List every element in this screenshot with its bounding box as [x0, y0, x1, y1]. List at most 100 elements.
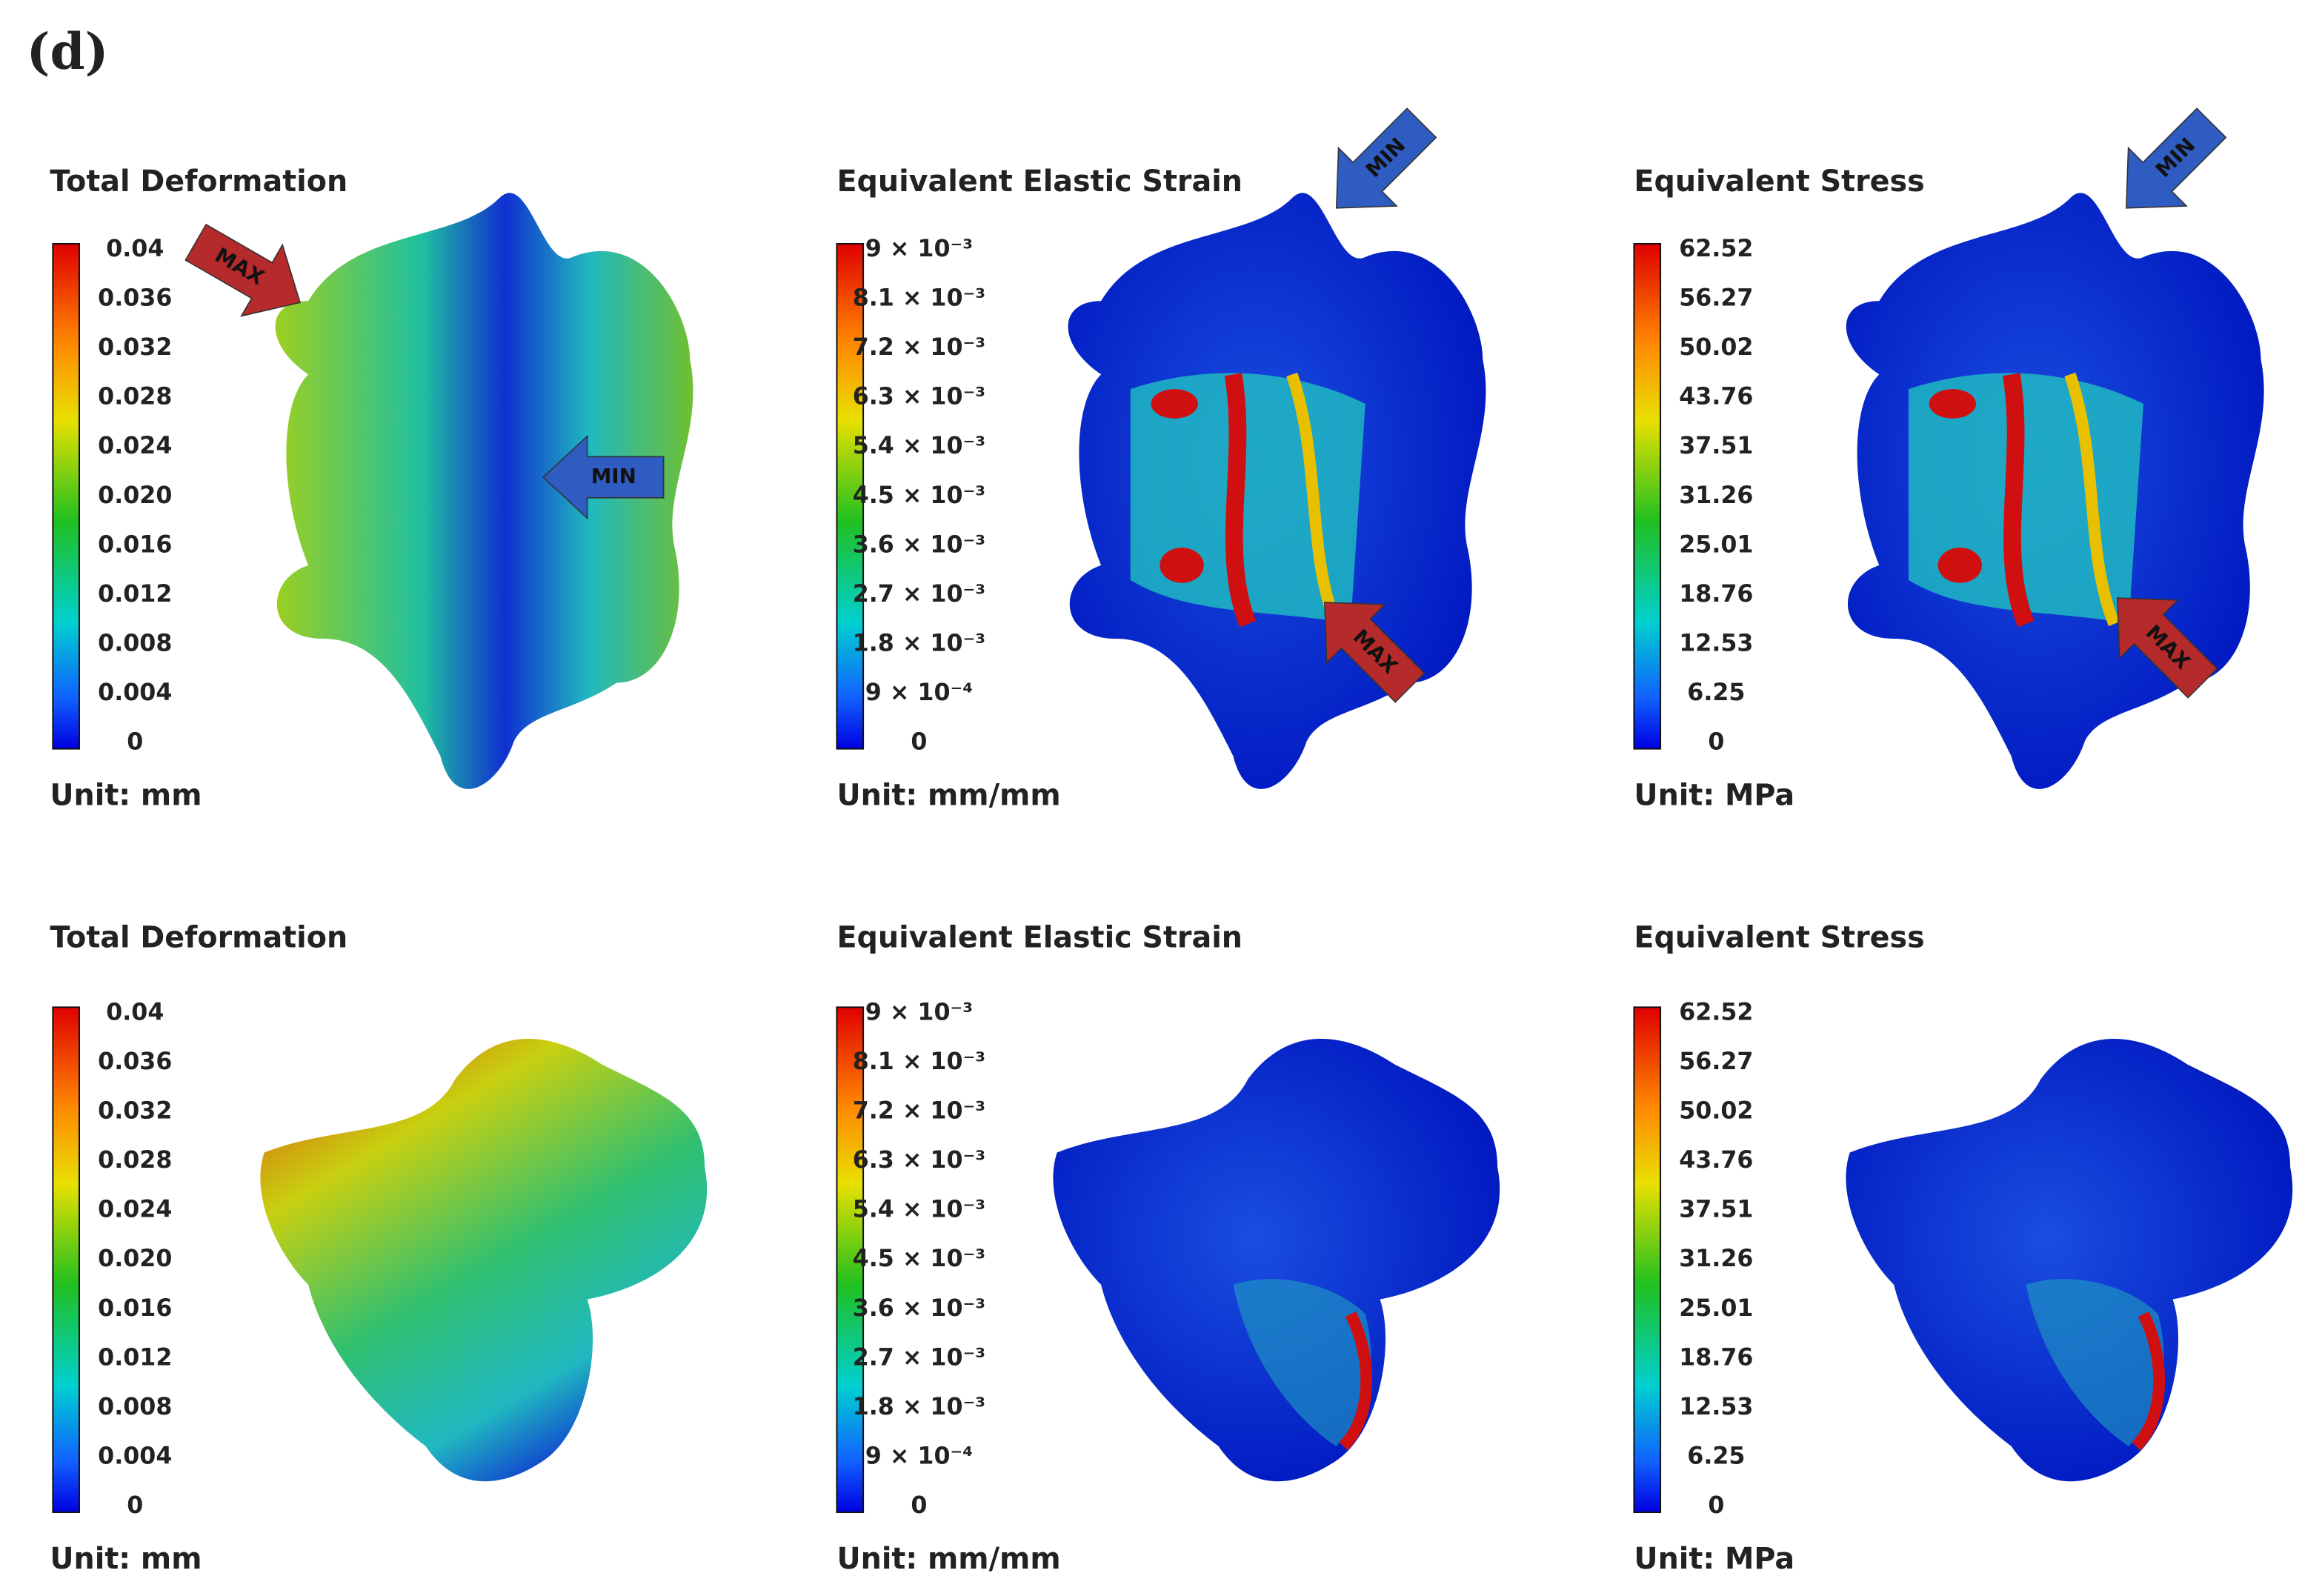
panel-title: Equivalent Elastic Strain — [836, 921, 1243, 955]
panel: Total Deformation 0.04 0.036 0.032 0.028 0.02… — [50, 164, 693, 813]
colorbar — [836, 242, 865, 750]
colorbar — [836, 1006, 865, 1513]
arrow-shape — [2117, 597, 2218, 699]
model-surface — [1053, 1038, 1500, 1482]
stress-band — [2064, 372, 2120, 627]
arrow-label: MIN — [591, 464, 636, 488]
colorbar-label: 37.51 — [1679, 1197, 1753, 1223]
stress-spot — [1160, 548, 1204, 583]
arrow-shape — [2125, 107, 2227, 209]
colorbar-label: 0 — [1708, 729, 1724, 756]
panel: Equivalent Stress 62.52 56.27 50.02 43.76 37.… — [1633, 921, 2293, 1576]
colorbar-label: 0.032 — [98, 334, 172, 361]
colorbar-label: 0.036 — [98, 285, 172, 311]
colorbar-label: 6.3 × 10⁻³ — [853, 384, 985, 410]
stress-band — [2026, 1279, 2164, 1446]
colorbar-label: 0.032 — [98, 1097, 172, 1124]
stress-band — [1286, 372, 1342, 627]
colorbar-label: 6.25 — [1687, 679, 1745, 706]
unit-label: Unit: mm/mm — [836, 779, 1060, 813]
colorbar-label: 3.6 × 10⁻³ — [853, 531, 985, 558]
colorbar-label: 31.26 — [1679, 482, 1753, 509]
colorbar-label: 1.8 × 10⁻³ — [853, 631, 985, 657]
stress-spot — [1151, 389, 1198, 419]
colorbar-label: 0.016 — [98, 531, 172, 558]
contour-model — [275, 193, 693, 789]
extreme-arrow: MIN — [542, 434, 665, 520]
colorbar-label: 62.52 — [1679, 236, 1753, 262]
colorbar-label: 8.1 × 10⁻³ — [853, 1048, 985, 1075]
colorbar-label: 7.2 × 10⁻³ — [853, 334, 985, 361]
colorbar-label: 12.53 — [1679, 631, 1753, 657]
stress-band — [1339, 1311, 1373, 1451]
colorbar-label: 43.76 — [1679, 384, 1753, 410]
arrow-shape — [184, 223, 301, 317]
colorbar-label: 2.7 × 10⁻³ — [853, 581, 985, 608]
unit-label: Unit: mm/mm — [836, 1542, 1060, 1576]
colorbar — [52, 1006, 80, 1513]
colorbar-label: 18.76 — [1679, 1344, 1753, 1371]
colorbar-label: 0 — [127, 729, 143, 756]
colorbar-label: 9 × 10⁻³ — [865, 999, 973, 1025]
colorbar-label: 1.8 × 10⁻³ — [853, 1394, 985, 1420]
colorbar-label: 37.51 — [1679, 433, 1753, 459]
panel: Equivalent Elastic Strain 9 × 10⁻³ 8.1 × 1… — [836, 921, 1500, 1576]
contour-model — [1846, 193, 2264, 789]
stress-band — [1224, 373, 1257, 628]
colorbar-label: 9 × 10⁻³ — [865, 236, 973, 262]
colorbar-label: 43.76 — [1679, 1147, 1753, 1174]
colorbar-label: 25.01 — [1679, 1295, 1753, 1322]
colorbar-label: 9 × 10⁻⁴ — [865, 1443, 973, 1469]
colorbar-label: 0.024 — [98, 1197, 172, 1223]
colorbar-label: 25.01 — [1679, 531, 1753, 558]
unit-label: Unit: mm — [50, 1542, 202, 1576]
colorbar-label: 50.02 — [1679, 334, 1753, 361]
extreme-arrow: MIN — [2125, 107, 2227, 209]
colorbar-label: 0.028 — [98, 1147, 172, 1174]
stress-spot — [1937, 548, 1983, 583]
contour-model — [1053, 1038, 1500, 1482]
colorbar-label: 18.76 — [1679, 581, 1753, 608]
unit-label: Unit: MPa — [1634, 779, 1794, 813]
arrow-shape — [542, 434, 665, 520]
stress-band — [2132, 1311, 2166, 1451]
colorbar-label: 0.004 — [98, 1443, 172, 1469]
colorbar-label: 9 × 10⁻⁴ — [865, 679, 973, 706]
colorbar-label: 50.02 — [1679, 1097, 1753, 1124]
colorbar-label: 6.3 × 10⁻³ — [853, 1147, 985, 1174]
colorbar-label: 0.036 — [98, 1048, 172, 1075]
contour-model — [1846, 1038, 2293, 1482]
model-surface — [260, 1038, 708, 1482]
colorbar — [1633, 1006, 1662, 1513]
unit-label: Unit: mm — [50, 779, 202, 813]
stress-spot — [1929, 389, 1977, 419]
colorbar-label: 62.52 — [1679, 999, 1753, 1025]
colorbar-label: 0.004 — [98, 679, 172, 706]
colorbar-label: 0.024 — [98, 433, 172, 459]
panel: Equivalent Stress 62.52 56.27 50.02 43.76 37.… — [1633, 107, 2264, 813]
colorbar-label: 3.6 × 10⁻³ — [853, 1295, 985, 1322]
panel: Total Deformation 0.04 0.036 0.032 0.028 0.02… — [50, 921, 708, 1576]
colorbar-label: 0.012 — [98, 581, 172, 608]
model-surface — [275, 193, 693, 789]
colorbar-label: 0.028 — [98, 384, 172, 410]
colorbar-label: 56.27 — [1679, 1048, 1753, 1075]
colorbar-label: 0.020 — [98, 1246, 172, 1272]
colorbar-label: 6.25 — [1687, 1443, 1745, 1469]
panel-title: Equivalent Stress — [1634, 164, 1924, 199]
colorbar-label: 8.1 × 10⁻³ — [853, 285, 985, 311]
colorbar-label: 7.2 × 10⁻³ — [853, 1097, 985, 1124]
arrow-shape — [1324, 602, 1426, 703]
colorbar-label: 0.04 — [106, 236, 164, 262]
colorbar-label: 0.008 — [98, 631, 172, 657]
figure-label: (d) — [27, 22, 109, 81]
colorbar-label: 0 — [911, 729, 927, 756]
panel: Equivalent Elastic Strain 9 × 10⁻³ 8.1 × 1… — [836, 107, 1486, 813]
panel-title: Equivalent Elastic Strain — [836, 164, 1243, 199]
colorbar-label: 0 — [1708, 1492, 1724, 1519]
colorbar — [1633, 242, 1662, 750]
colorbar-label: 0 — [127, 1492, 143, 1519]
colorbar-label: 56.27 — [1679, 285, 1753, 311]
colorbar-label: 5.4 × 10⁻³ — [853, 433, 985, 459]
